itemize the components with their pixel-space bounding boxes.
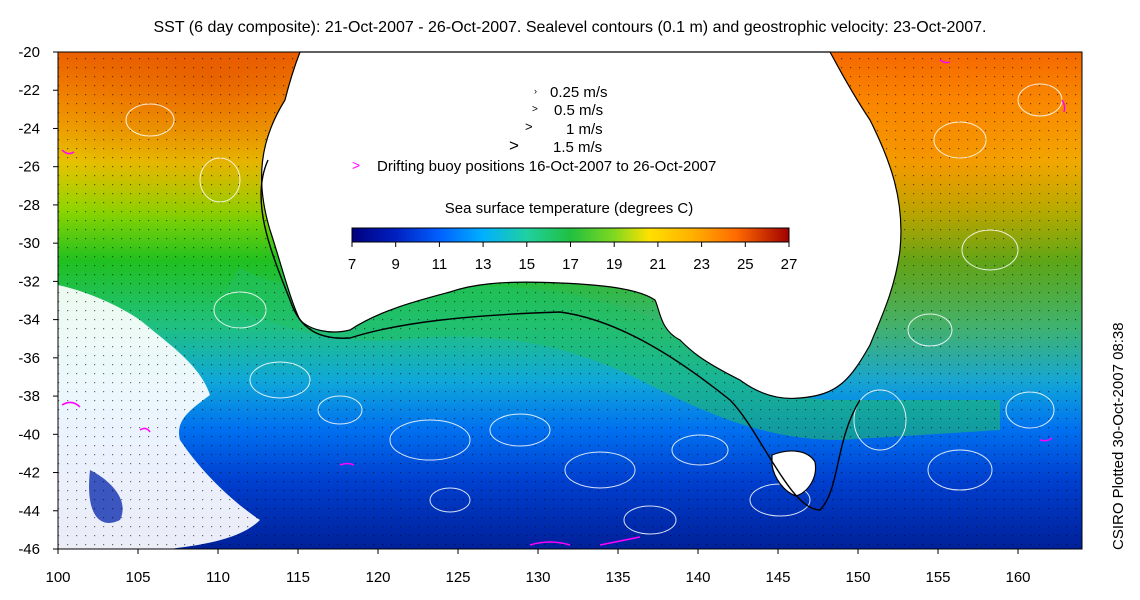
lat-tick-label-8: -36	[18, 350, 40, 367]
lat-tick-label-10: -40	[18, 426, 40, 443]
lat-tick-label-13: -46	[18, 541, 40, 558]
lon-tick-label-0: 100	[45, 569, 70, 586]
colorbar-tick-label-1: 9	[392, 256, 400, 273]
lat-tick-label-9: -38	[18, 388, 40, 405]
drifter-tracks	[61, 59, 1066, 546]
lon-tick-label-6: 130	[525, 569, 550, 586]
colorbar: Sea surface temperature (degrees C) 7 9 11…	[348, 200, 798, 273]
colorbar-tick-label-5: 17	[562, 256, 579, 273]
lat-tick-label-4: -28	[18, 197, 40, 214]
colorbar-tick-label-9: 25	[737, 256, 754, 273]
vel-symbol-1: >	[532, 104, 538, 115]
colorbar-ramp	[351, 227, 790, 243]
map-title: SST (6 day composite): 21-Oct-2007 - 26-…	[153, 19, 987, 36]
vel-label-1: 0.5 m/s	[554, 102, 603, 119]
australia-land	[261, 51, 902, 400]
vel-symbol-3: >	[509, 136, 519, 155]
colorbar-tick-label-10: 27	[781, 256, 798, 273]
shelf-line	[260, 159, 861, 511]
lon-tick-label-11: 155	[925, 569, 950, 586]
tasmania-land	[771, 450, 817, 497]
latitude-axis: -20 -22 -24 -26 -28 -30 -32 -34 -36 -38 -40 -42 -44 -…	[18, 44, 58, 558]
lat-tick-label-12: -44	[18, 503, 40, 520]
colorbar-tick-label-7: 21	[650, 256, 667, 273]
vel-label-2: 1 m/s	[566, 121, 603, 138]
lat-tick-label-11: -42	[18, 465, 40, 482]
colorbar-tick-label-0: 7	[348, 256, 356, 273]
plot-frame	[57, 51, 1083, 550]
lon-tick-label-8: 140	[685, 569, 710, 586]
lat-tick-label-2: -24	[18, 120, 40, 137]
colorbar-title: Sea surface temperature (degrees C)	[445, 200, 693, 217]
lon-tick-label-9: 145	[765, 569, 790, 586]
colorbar-tick-label-8: 23	[693, 256, 710, 273]
longitude-axis: 100 105 110 115 120 125 130 135 140 145 150 155 160	[45, 549, 1031, 586]
lon-tick-label-12: 160	[1005, 569, 1030, 586]
lat-tick-label-0: -20	[18, 44, 40, 61]
colorbar-tick-label-4: 15	[518, 256, 535, 273]
buoy-symbol: >	[352, 157, 360, 173]
ocean-field	[58, 52, 1082, 549]
lat-tick-label-7: -34	[18, 312, 40, 329]
lon-tick-label-4: 120	[365, 569, 390, 586]
lat-tick-label-6: -32	[18, 273, 40, 290]
colorbar-tick-label-3: 13	[475, 256, 492, 273]
lon-tick-label-5: 125	[445, 569, 470, 586]
vel-symbol-0: ›	[534, 86, 537, 96]
vel-label-3: 1.5 m/s	[553, 139, 602, 156]
sealevel-contours	[125, 83, 1063, 535]
lat-tick-label-3: -26	[18, 159, 40, 176]
lon-tick-label-2: 110	[206, 569, 230, 586]
lon-tick-label-3: 115	[286, 569, 310, 586]
lat-tick-label-5: -30	[18, 235, 40, 252]
vel-symbol-2: >	[525, 119, 533, 134]
colorbar-tick-label-2: 11	[432, 256, 448, 273]
colorbar-ticks: 7 9 11 13 15 17 19 21 23 25 27	[348, 242, 798, 273]
velocity-legend: › 0.25 m/s > 0.5 m/s > 1 m/s > 1.5 m/s >…	[352, 84, 716, 175]
buoy-label: Drifting buoy positions 16-Oct-2007 to 2…	[377, 158, 716, 175]
lat-tick-label-1: -22	[18, 82, 40, 99]
colorbar-tick-label-6: 19	[606, 256, 623, 273]
lon-tick-label-7: 135	[605, 569, 630, 586]
lon-tick-label-1: 105	[125, 569, 150, 586]
vel-label-0: 0.25 m/s	[550, 84, 608, 101]
lon-tick-label-10: 150	[845, 569, 870, 586]
